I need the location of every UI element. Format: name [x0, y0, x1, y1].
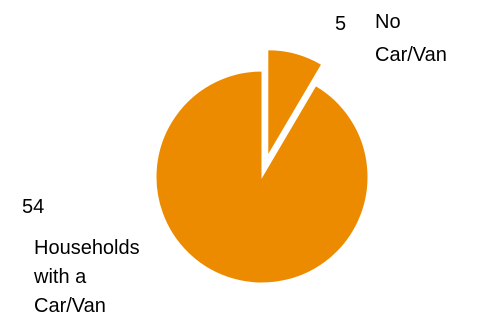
- slice-category-label-no-car-van: Car/Van: [375, 44, 447, 66]
- pie-slice-households-with-car-van: [155, 70, 369, 284]
- pie-slice-no-car-van: [267, 49, 323, 158]
- slice-category-label-no-car-van: No: [375, 11, 401, 33]
- slice-category-label-households-with-car-van: Car/Van: [34, 295, 106, 317]
- slice-value-label-no-car-van: 5: [335, 13, 347, 35]
- slice-category-label-households-with-car-van: with a: [34, 266, 87, 288]
- slice-value-label-households-with-car-van: 54: [22, 196, 45, 218]
- slice-category-label-households-with-car-van: Households: [34, 237, 140, 259]
